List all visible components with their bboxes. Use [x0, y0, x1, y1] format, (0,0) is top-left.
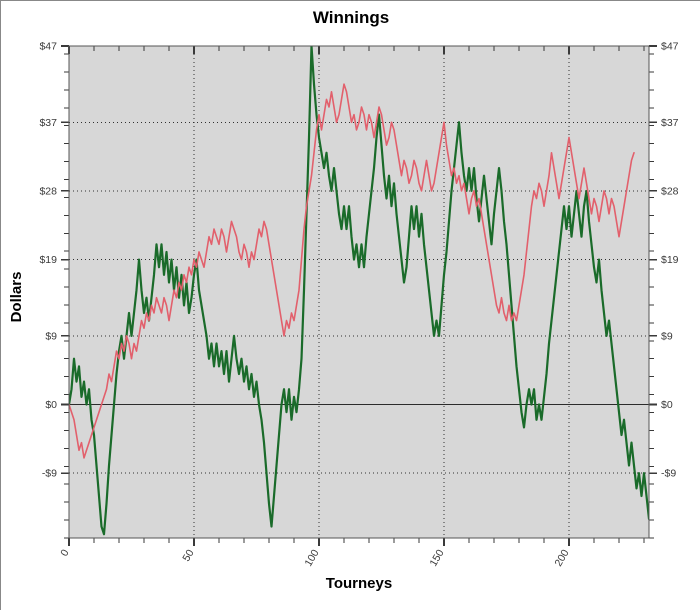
plot-frame	[68, 45, 650, 539]
y-axis-title: Dollars	[8, 272, 25, 323]
y-tick-label-left: $9	[45, 330, 57, 342]
y-tick-label-right: -$9	[661, 468, 676, 480]
y-tick-label-left: $19	[39, 254, 57, 266]
series-line-green-series	[69, 46, 649, 536]
y-tick-label-right: $19	[661, 254, 679, 266]
y-tick-label-left: $0	[45, 399, 57, 411]
y-tick-label-right: $47	[661, 41, 679, 53]
y-tick-label-right: $0	[661, 399, 673, 411]
y-tick-label-left: $37	[39, 117, 57, 129]
data-series-layer	[69, 46, 649, 536]
x-axis-title: Tourneys	[326, 575, 392, 592]
y-tick-label-right: $9	[661, 330, 673, 342]
axis-ticks	[61, 45, 657, 546]
plot-area-background	[69, 46, 649, 538]
x-tick-label: 50	[180, 547, 196, 563]
y-tick-label-right: $37	[661, 117, 679, 129]
y-tick-label-left: $28	[39, 185, 57, 197]
x-tick-label: 0	[58, 547, 71, 558]
y-tick-label-left: $47	[39, 41, 57, 53]
series-line-red-series	[69, 83, 635, 459]
y-axis-tick-labels-right: -$9 $0 $9 $19 $28 $37 $47	[661, 41, 679, 480]
chart-title: Winnings	[313, 8, 389, 27]
y-tick-label-right: $28	[661, 185, 679, 197]
y-axis-tick-labels-left: -$9 $0 $9 $19 $28 $37 $47	[39, 41, 57, 480]
y-tick-label-left: -$9	[42, 468, 57, 480]
